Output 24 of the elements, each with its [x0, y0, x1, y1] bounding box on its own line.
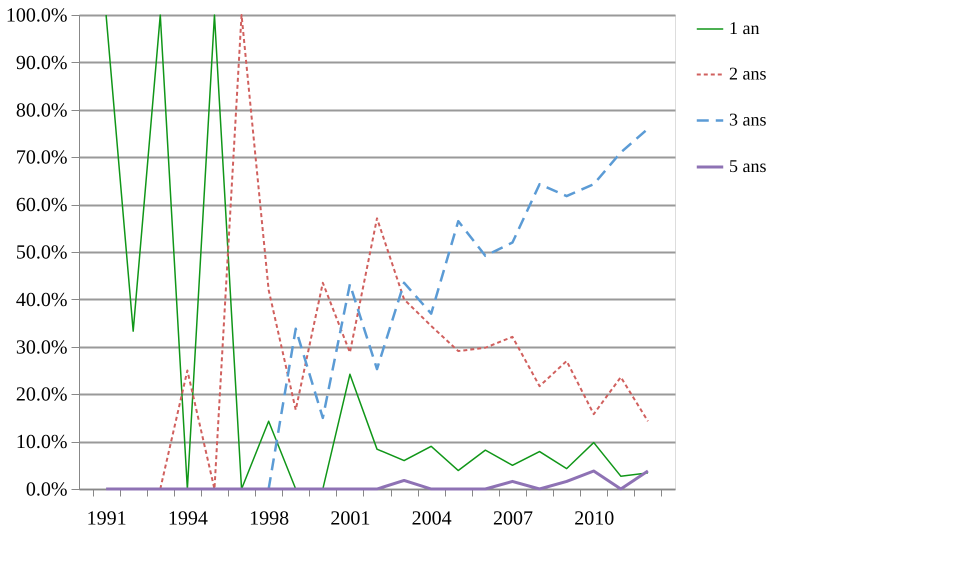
- line-series: [267, 128, 650, 490]
- legend-label: 2 ans: [729, 64, 766, 84]
- x-tick-label: 1991: [86, 508, 127, 530]
- y-tick-label: 100.0%: [6, 4, 68, 26]
- y-tick-label: 90.0%: [16, 52, 68, 74]
- y-tick-label: 30.0%: [16, 336, 68, 358]
- y-tick-label: 50.0%: [16, 242, 68, 264]
- y-tick-label: 60.0%: [16, 194, 68, 216]
- x-tick-label: 2010: [574, 508, 614, 530]
- x-tick-label: 2001: [330, 508, 370, 530]
- x-tick-label: 2004: [412, 508, 452, 530]
- legend-label: 1 an: [729, 18, 760, 38]
- x-tick-label: 2007: [492, 508, 533, 530]
- line-series: [104, 469, 650, 490]
- x-tick-label: 1998: [249, 508, 290, 530]
- y-tick-label: 70.0%: [16, 146, 68, 169]
- y-tick-label: 40.0%: [16, 288, 68, 311]
- x-tick-label: 1994: [168, 508, 208, 530]
- y-tick-label: 0.0%: [26, 478, 68, 500]
- legend-label: 5 ans: [729, 156, 766, 176]
- y-tick-label: 20.0%: [16, 384, 68, 406]
- y-tick-label: 80.0%: [16, 99, 68, 122]
- legend-label: 3 ans: [729, 110, 766, 130]
- y-tick-label: 10.0%: [16, 431, 68, 454]
